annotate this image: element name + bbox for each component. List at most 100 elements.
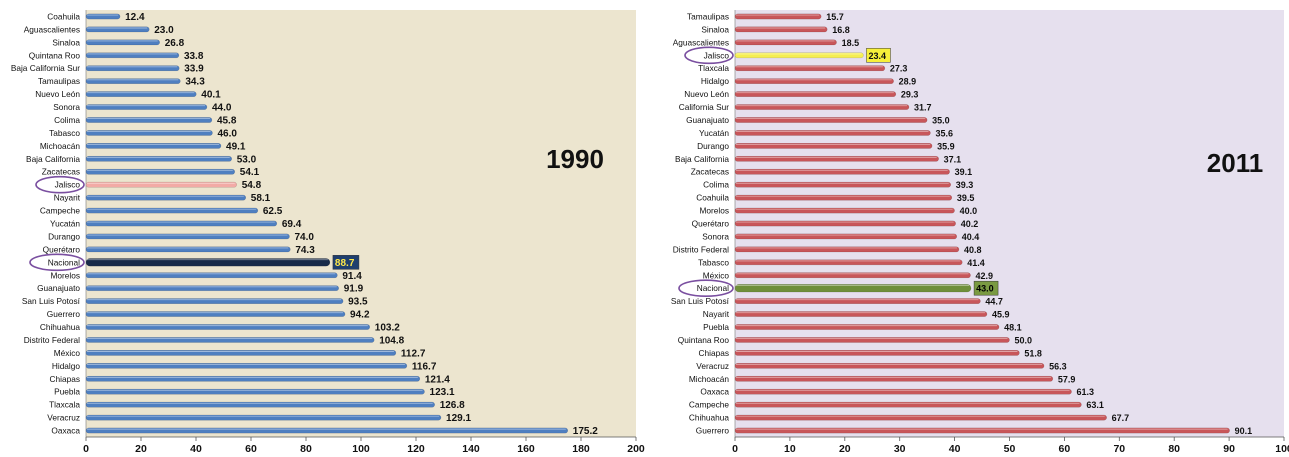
value-label: 44.7 [985, 297, 1003, 307]
x-tick-label: 20 [135, 443, 147, 455]
value-label: 39.1 [955, 167, 973, 177]
value-label: 61.3 [1077, 387, 1095, 397]
x-tick-label: 60 [245, 443, 257, 455]
category-label: Hidalgo [52, 361, 81, 371]
value-label: 39.3 [956, 180, 974, 190]
category-label: Distrito Federal [673, 244, 729, 254]
x-tick-label: 40 [190, 443, 202, 455]
value-label: 26.8 [165, 38, 185, 49]
category-label: Yucatán [50, 219, 80, 229]
bar [734, 156, 939, 162]
value-label: 12.4 [125, 12, 145, 23]
bar [85, 168, 235, 175]
value-label: 129.1 [446, 413, 471, 424]
category-label: Campeche [40, 206, 81, 216]
bar [734, 207, 955, 214]
value-label: 50.0 [1015, 335, 1033, 345]
category-label: Tabasco [49, 128, 80, 138]
value-label: 112.7 [401, 348, 426, 359]
highlight-circle [35, 175, 85, 194]
highlight-circle [29, 253, 85, 272]
bar [734, 220, 956, 227]
value-label: 16.8 [832, 25, 850, 35]
x-tick-label: 200 [627, 443, 645, 455]
category-label: Colima [703, 180, 729, 190]
category-label: Yucatán [699, 128, 729, 138]
bar [85, 246, 291, 253]
value-label: 62.5 [263, 206, 283, 217]
category-label: Baja California [26, 154, 80, 164]
x-tick-label: 140 [462, 443, 480, 455]
value-label: 90.1 [1235, 426, 1253, 436]
bar [734, 65, 886, 72]
x-tick-label: 70 [1113, 443, 1125, 455]
bar [734, 284, 972, 293]
category-label: Michoacán [40, 141, 81, 151]
value-label-box [866, 48, 891, 63]
category-label: México [54, 348, 81, 358]
bar [85, 39, 160, 46]
category-label: Nuevo León [684, 89, 729, 99]
value-label: 40.4 [962, 232, 980, 242]
value-label: 35.0 [932, 115, 950, 125]
category-label: Chiapas [50, 374, 80, 384]
value-label: 44.0 [212, 103, 232, 114]
bar [85, 258, 331, 267]
category-label: Distrito Federal [24, 335, 80, 345]
value-label: 49.1 [226, 141, 246, 152]
bar [85, 207, 259, 214]
value-label: 56.3 [1049, 361, 1067, 371]
value-label: 94.2 [350, 310, 370, 321]
x-tick-label: 100 [352, 443, 370, 455]
category-label: Coahuila [47, 11, 80, 21]
value-label: 41.4 [967, 258, 985, 268]
category-label: Oaxaca [51, 426, 80, 436]
bar [734, 298, 981, 304]
bar [85, 285, 339, 291]
value-label: 91.4 [342, 271, 362, 282]
value-label: 35.9 [937, 141, 955, 151]
bar [734, 91, 897, 97]
bar [85, 13, 121, 20]
bar [85, 181, 237, 188]
x-tick-label: 0 [732, 443, 738, 455]
value-label-box [332, 255, 360, 270]
highlight-circle [684, 46, 734, 65]
bar [85, 350, 397, 356]
x-tick-label: 80 [300, 443, 312, 455]
category-label: Nayarit [703, 309, 730, 319]
value-label: 54.8 [242, 180, 262, 191]
category-label: Tlaxcala [698, 63, 729, 73]
value-label: 69.4 [282, 219, 302, 230]
category-label: Nacional [48, 257, 80, 267]
category-label: Guerrero [696, 426, 730, 436]
bar [85, 337, 375, 343]
chart-title: 1990 [546, 144, 604, 174]
chart-1990: 0 20 40 60 80 100 120 140 160 180 200 1990 Coahuila 1… [11, 10, 645, 455]
x-tick-label: 50 [1004, 443, 1016, 455]
value-label: 40.1 [201, 90, 221, 101]
category-label: Morelos [50, 270, 80, 280]
category-label: Guanajuato [686, 115, 729, 125]
value-label: 45.9 [992, 310, 1010, 320]
value-label: 23.0 [154, 25, 174, 36]
highlight-circle [678, 279, 734, 298]
bar [734, 311, 988, 317]
bar [734, 52, 864, 59]
bar [85, 194, 246, 201]
category-label: Baja California Sur [11, 63, 80, 73]
bar [734, 26, 828, 33]
value-label: 93.5 [348, 297, 368, 308]
value-label: 103.2 [375, 323, 400, 334]
category-label: Coahuila [696, 193, 729, 203]
x-tick-label: 180 [572, 443, 590, 455]
value-label: 18.5 [842, 38, 860, 48]
bar [85, 78, 181, 84]
bar [85, 427, 568, 434]
chart-title: 2011 [1207, 148, 1263, 178]
value-label: 57.9 [1058, 374, 1076, 384]
bar [734, 194, 953, 201]
category-label: Puebla [703, 322, 729, 332]
bar [734, 13, 822, 20]
bar [734, 181, 951, 188]
